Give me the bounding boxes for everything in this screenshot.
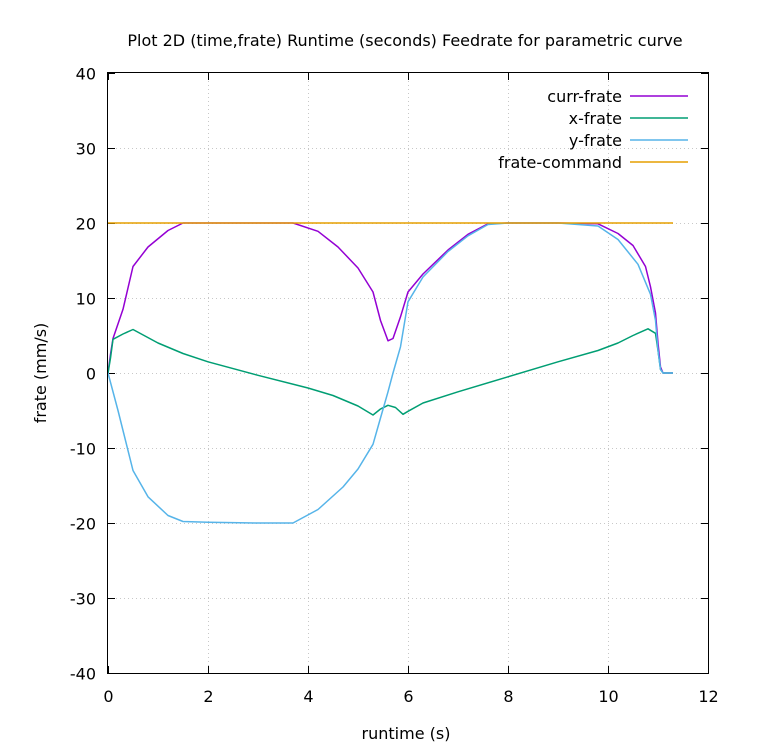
legend-label: x-frate <box>569 109 622 128</box>
legend-label: curr-frate <box>547 87 622 106</box>
y-tick-label: 40 <box>76 65 96 84</box>
x-tick-label: 12 <box>698 687 718 706</box>
x-tick-label: 6 <box>403 687 413 706</box>
series-line-curr-frate <box>107 222 673 374</box>
chart-title: Plot 2D (time,frate) Runtime (seconds) F… <box>127 31 682 50</box>
x-tick-label: 4 <box>303 687 313 706</box>
legend-label: y-frate <box>569 131 622 150</box>
y-tick-label: 20 <box>76 215 96 234</box>
plot-frame <box>107 72 709 674</box>
y-axis-label: frate (mm/s) <box>31 323 50 424</box>
y-tick-label: 30 <box>76 140 96 159</box>
y-tick-label: -30 <box>70 590 96 609</box>
x-tick-label: 10 <box>598 687 618 706</box>
y-tick-label: 0 <box>86 365 96 384</box>
axis-ticks: 0 2 4 6 8 10 12 -40 -30 -20 -10 0 10 20 30 40 <box>70 65 719 707</box>
x-tick-label: 0 <box>103 687 113 706</box>
x-tick-label: 2 <box>203 687 213 706</box>
x-axis-label: runtime (s) <box>362 724 451 743</box>
legend-label: frate-command <box>498 153 622 172</box>
legend: curr-frate x-frate y-frate frate-command <box>498 87 688 172</box>
series-group <box>107 222 673 524</box>
y-tick-label: 10 <box>76 290 96 309</box>
y-tick-label: -10 <box>70 440 96 459</box>
y-tick-label: -40 <box>70 665 96 684</box>
y-tick-label: -20 <box>70 515 96 534</box>
series-line-y-frate <box>107 222 673 524</box>
series-line-x-frate <box>107 328 673 416</box>
x-tick-label: 8 <box>503 687 513 706</box>
